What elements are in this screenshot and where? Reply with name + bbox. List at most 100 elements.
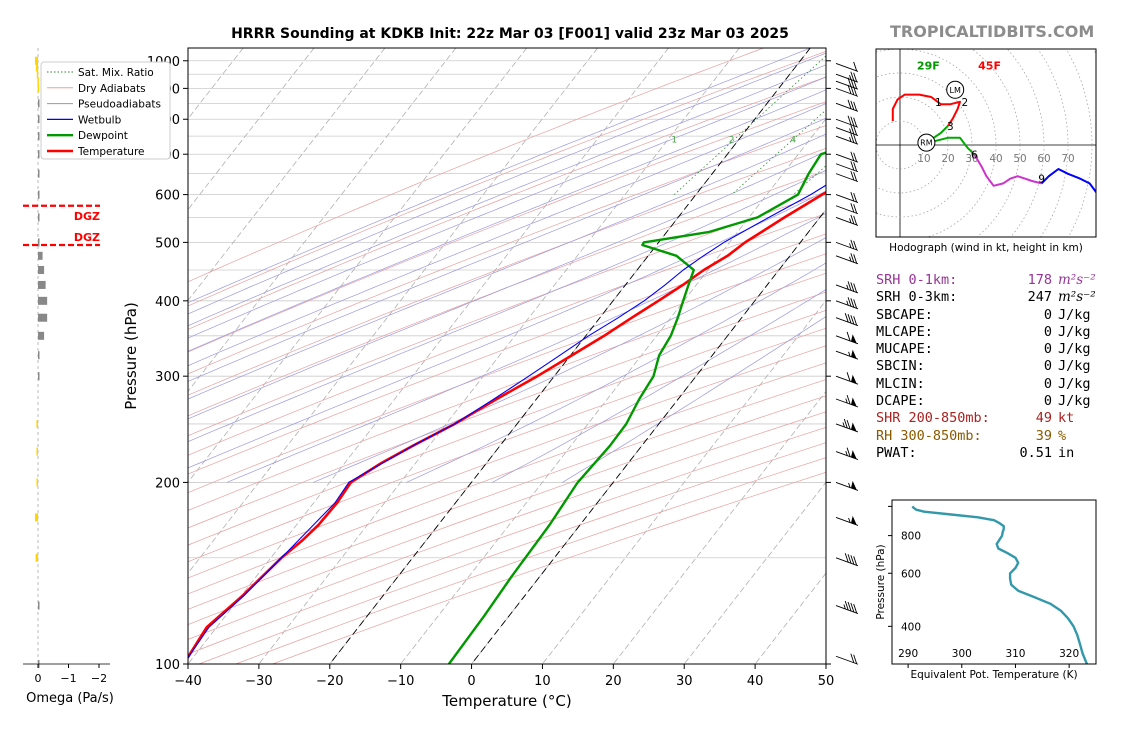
dgz-label: DGZ [74,210,100,223]
param-unit: J/kg [1058,323,1091,340]
isotherm-line [542,299,826,664]
pseudoadiabat-line [188,133,826,400]
wind-barb [835,239,859,251]
hodo-ring [876,72,973,218]
omega-x-label: Omega (Pa/s) [26,691,114,706]
omega-bar [36,419,38,428]
hodo-ring [1037,49,1069,237]
hodo-height-label: 1 [935,97,942,109]
omega-bar [38,296,48,305]
barb-full [847,77,852,87]
barb-full [844,553,849,563]
param-row: SBCAPE: 0 J/kg [876,307,1106,324]
pseudoadiabat-line [188,52,826,315]
barb-staff [835,284,859,294]
barb-full [853,61,858,72]
dry-adiabat-line [188,291,826,529]
theta-e-x-tick-label: 320 [1059,648,1079,660]
omega-bar [38,331,45,340]
theta-e-frame [891,499,1097,665]
omega-bar [36,478,38,487]
dry-adiabat-line [188,48,764,283]
dry-adiabat-line [188,395,826,625]
barb-full [853,134,858,144]
dry-adiabat-line [188,310,826,546]
isotherm-line [683,481,826,664]
legend-entry: Temperature [77,146,145,158]
param-row: MLCIN: 0 J/kg [876,376,1106,393]
barb-full [853,556,858,566]
barb-full [850,298,855,308]
barb-full [846,394,851,405]
barb-full [853,162,858,172]
barb-staff [835,255,859,265]
param-unit: in [1058,444,1075,461]
barb-half [848,482,851,488]
wind-barb [835,281,859,294]
barb-flag [851,349,857,359]
wind-barb [835,653,859,665]
pseudoadiabat-line [188,103,826,367]
dry-adiabat-line [188,125,826,375]
wind-barb [835,84,859,97]
theta-e-y-tick-label: 400 [901,621,921,633]
pseudoadiabat-line [188,190,826,469]
omega-bar [38,351,40,360]
barb-full [853,117,858,127]
omega-bar [38,372,40,381]
isotherm-line [188,48,528,483]
param-row: DCAPE: 0 J/kg [876,393,1106,410]
dewpoint-profile [447,151,826,664]
param-value: 0 [1043,393,1052,410]
x-tick-label: −20 [316,674,343,689]
hodo-ring [1006,49,1045,237]
mixing-ratio-label: 1 [671,136,677,146]
barb-half [849,136,852,142]
omega-x-tick-label: −1 [60,672,76,685]
y-tick-label: 100 [155,658,180,673]
y-tick-label: 600 [155,189,180,204]
pseudoadiabat-line [188,89,826,352]
param-value: 0 [1043,306,1052,323]
mixing-ratio-label: 10 [876,136,888,146]
barb-half [849,128,852,134]
legend-box [40,61,171,160]
barb-flag [851,397,857,407]
barb-full [850,170,855,181]
barb-staff [835,127,859,136]
hodo-ring [876,96,949,194]
dry-adiabat-line [188,170,826,417]
omega-bar [38,169,40,178]
barb-full [853,215,858,226]
param-value: 247 [1027,289,1052,306]
hodo-ring-label: 10 [917,153,930,165]
barb-full [847,554,852,564]
barb-full [850,116,855,126]
pseudoadiabat-line [188,64,826,327]
y-tick-label: 300 [155,370,180,385]
barb-staff [835,605,859,614]
wind-barb-column [835,61,859,665]
theta-e-x-tick-label: 310 [1005,648,1025,660]
barb-half [848,517,851,523]
wind-barb [835,553,859,567]
barb-full [853,283,858,293]
wind-barb [835,77,859,90]
barb-staff [835,102,859,112]
param-row: MUCAPE: 0 J/kg [876,341,1106,358]
isotherm-line [188,48,598,574]
wind-barb [835,372,859,385]
dry-adiabat-line [188,76,826,330]
mixing-ratio-line [930,48,1107,195]
param-unit: m²s⁻² [1058,272,1096,288]
barb-full [844,600,849,611]
omega-x-tick-label: 0 [35,672,42,685]
pseudoadiabat-line [188,117,826,382]
chart-title: HRRR Sounding at KDKB Init: 22z Mar 03 [… [231,26,789,42]
mixing-ratio-label: 24 [968,136,980,146]
barb-full [844,313,849,323]
barb-half [849,243,852,248]
theta-e-y-tick-label: 600 [901,568,921,580]
